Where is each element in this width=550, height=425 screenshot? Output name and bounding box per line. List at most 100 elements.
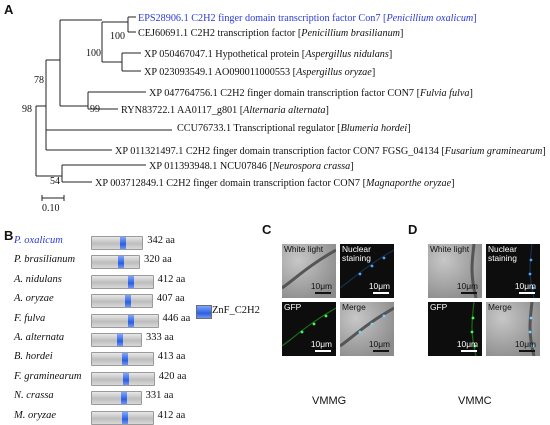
domain-species-label: A. nidulans	[14, 273, 62, 285]
domain-species-label: B. hordei	[14, 351, 53, 363]
protein-length-label: 413 aa	[157, 351, 186, 363]
bootstrap-value: 100	[110, 31, 125, 42]
protein-bar	[91, 352, 154, 367]
leaf-label: CEJ60691.1 C2H2 transcription factor [Pe…	[138, 28, 403, 39]
protein-bar	[91, 333, 142, 347]
leaf-label: XP 011321497.1 C2H2 finger domain transc…	[115, 146, 546, 157]
bootstrap-value: 78	[34, 75, 44, 86]
panel-label-d: D	[408, 222, 418, 237]
znf-c2h2-domain	[121, 392, 128, 405]
scale-bar-label: 10μm	[456, 339, 478, 349]
protein-length-label: 420 aa	[158, 370, 187, 382]
protein-bar	[91, 294, 153, 309]
znf-c2h2-domain	[128, 275, 135, 288]
znf-c2h2-domain	[122, 372, 129, 385]
protein-bar	[91, 274, 154, 289]
scale-bar	[519, 350, 535, 352]
protein-bar	[91, 255, 141, 270]
domain-species-label: N. crassa	[14, 390, 54, 402]
micro-tile: Merge 10μm	[486, 302, 540, 356]
protein-bar	[91, 313, 159, 328]
panel-label-b: B	[4, 228, 14, 243]
domain-species-label: M. oryzae	[14, 409, 56, 421]
domain-species-label: A. oryzae	[14, 293, 54, 305]
znf-c2h2-domain	[128, 314, 135, 327]
micro-tile: White light 10μm	[428, 244, 482, 298]
micro-caption-d: VMMC	[458, 395, 492, 407]
scale-bar-label: 10μm	[514, 281, 536, 291]
protein-length-label: 407 aa	[156, 293, 185, 305]
bootstrap-value: 54	[50, 176, 60, 187]
micro-tile: Nuclear staining 10μm	[340, 244, 394, 298]
scale-bar-label: 10μm	[368, 281, 390, 291]
protein-length-label: 331 aa	[145, 390, 174, 402]
phylogenetic-tree: EPS28906.1 C2H2 finger domain transcript…	[22, 13, 546, 214]
domain-species-label: A. alternata	[14, 332, 65, 343]
panel-label-a: A	[4, 2, 14, 17]
micro-tile-label: GFP	[284, 302, 302, 312]
micro-tile-label: White light	[284, 244, 324, 254]
scale-bar	[315, 350, 331, 352]
micro-tile-label: Merge	[488, 302, 512, 312]
micro-tile: GFP 10μm	[282, 302, 336, 356]
scale-bar	[519, 292, 535, 294]
leaf-label: XP 047764756.1 C2H2 finger domain transc…	[149, 88, 473, 99]
micro-tile: GFP 10μm	[428, 302, 482, 356]
micro-tile-label: White light	[430, 244, 470, 254]
znf-c2h2-domain	[122, 353, 129, 366]
domain-species-label: F. fulva	[14, 312, 46, 324]
micro-caption-c: VMMG	[312, 395, 347, 407]
znf-c2h2-legend-label: ZnF_C2H2	[212, 305, 260, 316]
protein-length-label: 333 aa	[145, 332, 174, 343]
micro-tile-label: Nuclear staining	[342, 244, 371, 263]
protein-length-label: 412 aa	[157, 409, 186, 421]
domain-species-label: P. brasilianum	[14, 254, 76, 266]
leaf-label: CCU76733.1 Transcriptional regulator [Bl…	[177, 123, 411, 134]
znf-c2h2-domain	[117, 334, 124, 346]
protein-bar	[91, 391, 142, 406]
scale-bar	[461, 292, 477, 294]
bootstrap-values: 100 100 78 99 98 54	[22, 31, 125, 187]
leaf-label: XP 050467047.1 Hypothetical protein [Asp…	[144, 49, 392, 60]
leaf-label: XP 011393948.1 NCU07846 [Neurospora cras…	[149, 161, 354, 172]
bootstrap-value: 100	[86, 48, 101, 59]
micro-tile-label: Merge	[342, 302, 366, 312]
znf-c2h2-domain	[124, 295, 131, 308]
micro-tile: Nuclear staining 10μm	[486, 244, 540, 298]
scale-bar-label: 10μm	[310, 281, 332, 291]
bootstrap-value: 98	[22, 104, 32, 115]
scale-bar-label: 10μm	[368, 339, 390, 349]
bootstrap-value: 99	[90, 104, 100, 115]
znf-c2h2-domain	[119, 237, 126, 249]
tree-leaf-labels: EPS28906.1 C2H2 finger domain transcript…	[95, 13, 546, 189]
leaf-label: EPS28906.1 C2H2 finger domain transcript…	[138, 13, 477, 24]
scale-bar-label: 10μm	[310, 339, 332, 349]
scale-bar	[373, 350, 389, 352]
leaf-label: XP 023093549.1 AO090011000553 [Aspergill…	[144, 67, 375, 78]
micro-tile: Merge 10μm	[340, 302, 394, 356]
scale-bar	[315, 292, 331, 294]
domain-species-label: F. graminearum	[14, 370, 82, 382]
scale-bar-label: 10μm	[514, 339, 536, 349]
leaf-label: RYN83722.1 AA0117_g801 [Alternaria alter…	[121, 105, 329, 116]
tree-branches	[35, 16, 146, 201]
micro-tile-label: GFP	[430, 302, 448, 312]
protein-length-label: 446 aa	[162, 312, 191, 324]
micro-tile-label: Nuclear staining	[488, 244, 517, 263]
hypha-image	[340, 306, 394, 348]
scale-bar	[373, 292, 389, 294]
scale-bar-label: 0.10	[42, 203, 60, 214]
domain-species-label: P. oxalicum	[14, 235, 63, 246]
protein-bar	[91, 236, 144, 250]
protein-length-label: 320 aa	[144, 254, 172, 266]
panel-label-c: C	[262, 222, 272, 237]
scale-bar	[461, 350, 477, 352]
protein-length-label: 412 aa	[157, 273, 186, 285]
hypha-image	[282, 248, 336, 290]
hypha-image	[282, 307, 336, 347]
protein-bar	[91, 371, 155, 386]
znf-c2h2-legend-swatch	[196, 305, 212, 319]
hypha-image	[340, 249, 394, 289]
micro-tile: White light 10μm	[282, 244, 336, 298]
leaf-label: XP 003712849.1 C2H2 finger domain transc…	[95, 178, 455, 189]
